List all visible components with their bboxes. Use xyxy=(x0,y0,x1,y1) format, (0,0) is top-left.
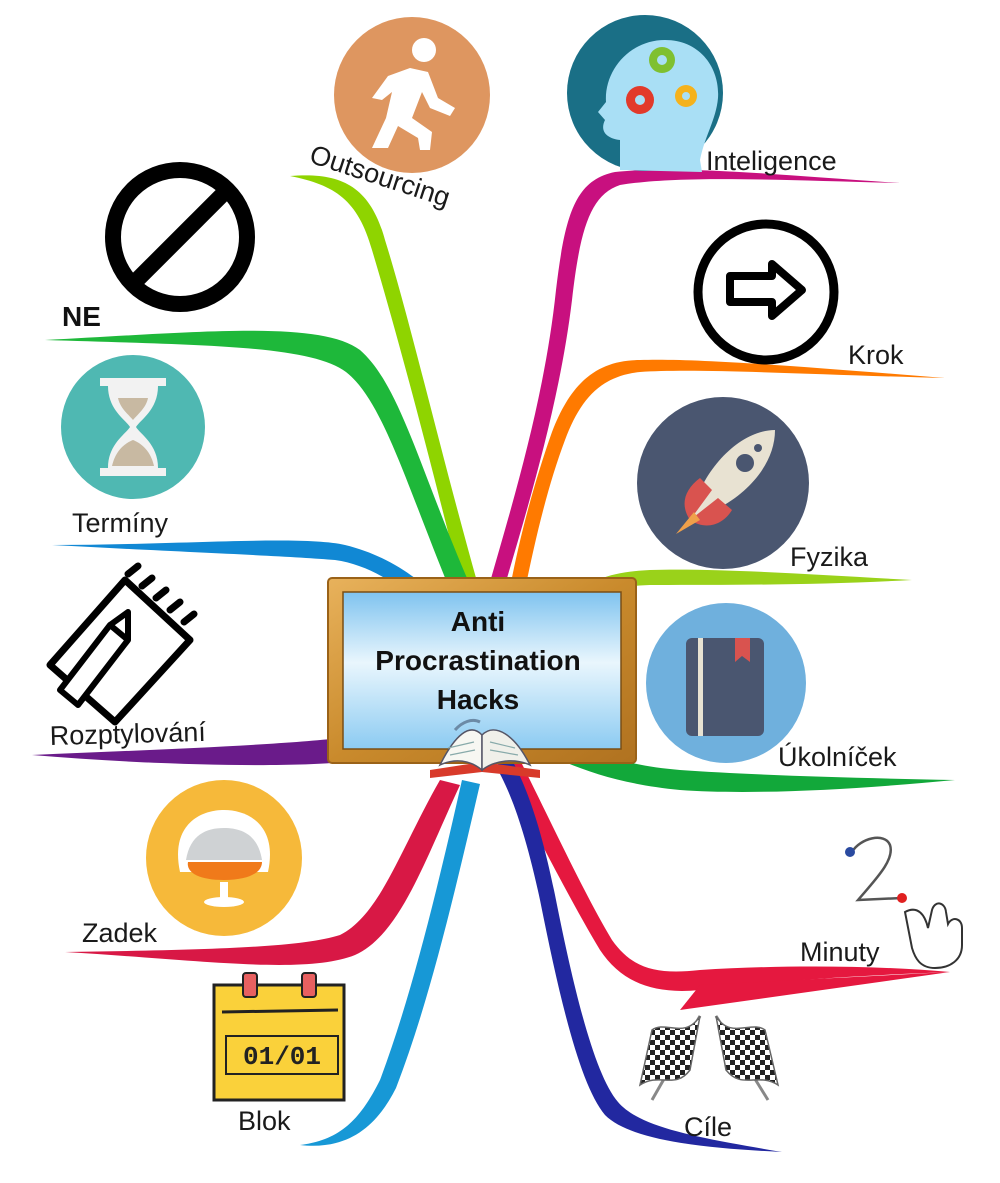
label-krok: Krok xyxy=(848,340,904,370)
branch-cile xyxy=(495,760,782,1152)
head-gears-icon xyxy=(567,15,723,172)
two-minutes-icon xyxy=(845,836,963,970)
center-board: Anti Procrastination Hacks xyxy=(327,577,637,778)
branch-minuty xyxy=(500,760,950,1010)
label-ukolnicek: Úkolníček xyxy=(778,741,897,772)
hourglass-icon xyxy=(61,355,205,499)
rocket-icon xyxy=(637,397,809,569)
label-terminy: Termíny xyxy=(72,508,169,538)
branch-blok xyxy=(300,780,480,1146)
center-title-line-3: Hacks xyxy=(437,684,520,715)
label-zadek: Zadek xyxy=(82,918,158,948)
prohibited-icon xyxy=(105,162,255,312)
branch-zadek xyxy=(65,780,460,965)
label-cile: Cíle xyxy=(684,1112,732,1142)
label-ne: NE xyxy=(62,301,101,332)
arrow-right-icon xyxy=(693,219,839,365)
branch-outsourcing xyxy=(290,175,478,588)
center-title-line-1: Anti xyxy=(451,606,505,637)
label-blok: Blok xyxy=(238,1106,291,1136)
calendar-date-text: 01/01 xyxy=(243,1042,321,1072)
label-inteligence: Inteligence xyxy=(706,146,837,176)
branch-fyzika xyxy=(580,569,912,600)
branch-ukolnicek xyxy=(560,742,955,792)
label-fyzika: Fyzika xyxy=(790,542,869,572)
egg-chair-icon xyxy=(146,780,302,936)
branch-rozptylovani xyxy=(32,738,345,766)
notebook-icon xyxy=(646,603,806,763)
label-minuty: Minuty xyxy=(800,937,880,967)
calendar-icon: 01/01 xyxy=(212,972,346,1102)
checkered-flags-icon xyxy=(638,1015,780,1101)
notepad-pencil-icon xyxy=(46,562,198,726)
label-rozptylovani: Rozptylování xyxy=(49,717,206,751)
running-person-icon xyxy=(334,17,490,173)
open-book-icon xyxy=(430,718,540,778)
branch-terminy xyxy=(52,540,440,610)
center-title-line-2: Procrastination xyxy=(375,645,580,676)
